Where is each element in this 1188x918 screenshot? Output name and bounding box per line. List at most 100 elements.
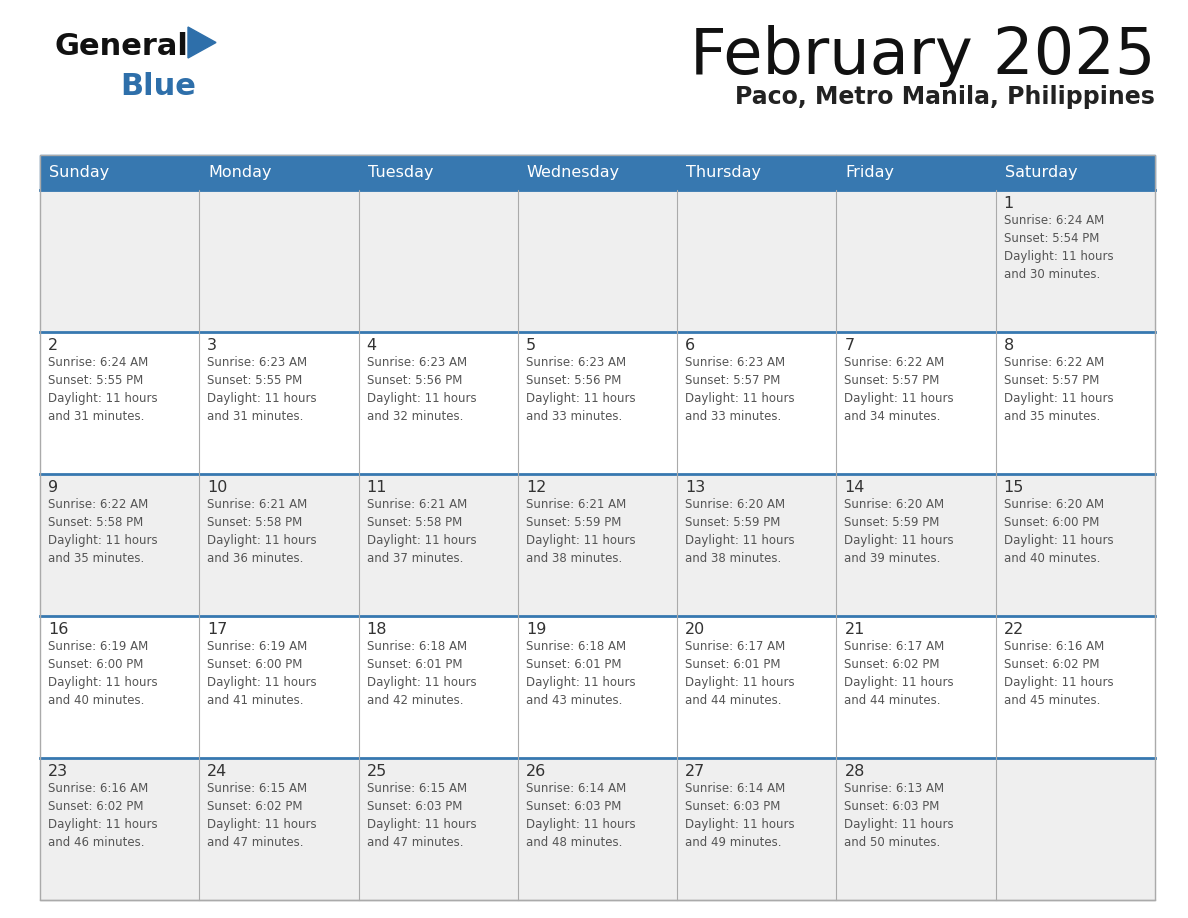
- Bar: [518, 155, 677, 190]
- Text: Sunday: Sunday: [49, 165, 109, 180]
- Text: Sunrise: 6:24 AM
Sunset: 5:54 PM
Daylight: 11 hours
and 30 minutes.: Sunrise: 6:24 AM Sunset: 5:54 PM Dayligh…: [1004, 214, 1113, 281]
- Text: Sunrise: 6:21 AM
Sunset: 5:58 PM
Daylight: 11 hours
and 36 minutes.: Sunrise: 6:21 AM Sunset: 5:58 PM Dayligh…: [207, 498, 317, 565]
- Bar: [836, 155, 996, 190]
- Text: 25: 25: [367, 764, 387, 779]
- Bar: [677, 758, 836, 900]
- Bar: [996, 190, 1155, 332]
- Bar: [359, 474, 518, 616]
- Text: Sunrise: 6:17 AM
Sunset: 6:01 PM
Daylight: 11 hours
and 44 minutes.: Sunrise: 6:17 AM Sunset: 6:01 PM Dayligh…: [685, 640, 795, 707]
- Text: Sunrise: 6:19 AM
Sunset: 6:00 PM
Daylight: 11 hours
and 41 minutes.: Sunrise: 6:19 AM Sunset: 6:00 PM Dayligh…: [207, 640, 317, 707]
- Bar: [40, 190, 200, 332]
- Bar: [200, 758, 359, 900]
- Text: 21: 21: [845, 622, 865, 637]
- Text: Blue: Blue: [120, 72, 196, 101]
- Bar: [359, 758, 518, 900]
- Text: Sunrise: 6:20 AM
Sunset: 5:59 PM
Daylight: 11 hours
and 39 minutes.: Sunrise: 6:20 AM Sunset: 5:59 PM Dayligh…: [845, 498, 954, 565]
- Bar: [40, 332, 200, 474]
- Text: 3: 3: [207, 338, 217, 353]
- Text: Sunrise: 6:23 AM
Sunset: 5:56 PM
Daylight: 11 hours
and 32 minutes.: Sunrise: 6:23 AM Sunset: 5:56 PM Dayligh…: [367, 356, 476, 423]
- Bar: [200, 155, 359, 190]
- Text: Sunrise: 6:15 AM
Sunset: 6:03 PM
Daylight: 11 hours
and 47 minutes.: Sunrise: 6:15 AM Sunset: 6:03 PM Dayligh…: [367, 782, 476, 849]
- Text: 11: 11: [367, 480, 387, 495]
- Text: Sunrise: 6:15 AM
Sunset: 6:02 PM
Daylight: 11 hours
and 47 minutes.: Sunrise: 6:15 AM Sunset: 6:02 PM Dayligh…: [207, 782, 317, 849]
- Text: 6: 6: [685, 338, 695, 353]
- Text: Sunrise: 6:18 AM
Sunset: 6:01 PM
Daylight: 11 hours
and 42 minutes.: Sunrise: 6:18 AM Sunset: 6:01 PM Dayligh…: [367, 640, 476, 707]
- Bar: [200, 332, 359, 474]
- Bar: [677, 190, 836, 332]
- Bar: [518, 190, 677, 332]
- Bar: [836, 616, 996, 758]
- Text: Sunrise: 6:16 AM
Sunset: 6:02 PM
Daylight: 11 hours
and 45 minutes.: Sunrise: 6:16 AM Sunset: 6:02 PM Dayligh…: [1004, 640, 1113, 707]
- Text: Sunrise: 6:20 AM
Sunset: 6:00 PM
Daylight: 11 hours
and 40 minutes.: Sunrise: 6:20 AM Sunset: 6:00 PM Dayligh…: [1004, 498, 1113, 565]
- Text: 24: 24: [207, 764, 228, 779]
- Text: 28: 28: [845, 764, 865, 779]
- Text: 7: 7: [845, 338, 854, 353]
- Text: 26: 26: [526, 764, 546, 779]
- Bar: [359, 155, 518, 190]
- Text: Saturday: Saturday: [1005, 165, 1078, 180]
- Text: Sunrise: 6:14 AM
Sunset: 6:03 PM
Daylight: 11 hours
and 49 minutes.: Sunrise: 6:14 AM Sunset: 6:03 PM Dayligh…: [685, 782, 795, 849]
- Bar: [40, 155, 200, 190]
- Bar: [996, 155, 1155, 190]
- Text: 12: 12: [526, 480, 546, 495]
- Text: 22: 22: [1004, 622, 1024, 637]
- Bar: [836, 332, 996, 474]
- Text: Thursday: Thursday: [687, 165, 762, 180]
- Text: 2: 2: [48, 338, 58, 353]
- Text: Sunrise: 6:17 AM
Sunset: 6:02 PM
Daylight: 11 hours
and 44 minutes.: Sunrise: 6:17 AM Sunset: 6:02 PM Dayligh…: [845, 640, 954, 707]
- Bar: [518, 758, 677, 900]
- Text: 5: 5: [526, 338, 536, 353]
- Text: 15: 15: [1004, 480, 1024, 495]
- Bar: [359, 616, 518, 758]
- Text: Sunrise: 6:23 AM
Sunset: 5:55 PM
Daylight: 11 hours
and 31 minutes.: Sunrise: 6:23 AM Sunset: 5:55 PM Dayligh…: [207, 356, 317, 423]
- Text: 8: 8: [1004, 338, 1015, 353]
- Text: 4: 4: [367, 338, 377, 353]
- Bar: [836, 474, 996, 616]
- Bar: [40, 758, 200, 900]
- Bar: [996, 474, 1155, 616]
- Text: Tuesday: Tuesday: [367, 165, 434, 180]
- Bar: [996, 616, 1155, 758]
- Text: 20: 20: [685, 622, 706, 637]
- Text: 13: 13: [685, 480, 706, 495]
- Text: 1: 1: [1004, 196, 1015, 211]
- Text: 10: 10: [207, 480, 228, 495]
- Text: Paco, Metro Manila, Philippines: Paco, Metro Manila, Philippines: [735, 85, 1155, 109]
- Text: Sunrise: 6:24 AM
Sunset: 5:55 PM
Daylight: 11 hours
and 31 minutes.: Sunrise: 6:24 AM Sunset: 5:55 PM Dayligh…: [48, 356, 158, 423]
- Text: Wednesday: Wednesday: [526, 165, 620, 180]
- Bar: [996, 758, 1155, 900]
- Text: Sunrise: 6:22 AM
Sunset: 5:58 PM
Daylight: 11 hours
and 35 minutes.: Sunrise: 6:22 AM Sunset: 5:58 PM Dayligh…: [48, 498, 158, 565]
- Text: Sunrise: 6:21 AM
Sunset: 5:58 PM
Daylight: 11 hours
and 37 minutes.: Sunrise: 6:21 AM Sunset: 5:58 PM Dayligh…: [367, 498, 476, 565]
- Text: Sunrise: 6:23 AM
Sunset: 5:57 PM
Daylight: 11 hours
and 33 minutes.: Sunrise: 6:23 AM Sunset: 5:57 PM Dayligh…: [685, 356, 795, 423]
- Bar: [200, 474, 359, 616]
- Bar: [359, 332, 518, 474]
- Bar: [677, 616, 836, 758]
- Text: Friday: Friday: [846, 165, 895, 180]
- Bar: [677, 155, 836, 190]
- Text: 14: 14: [845, 480, 865, 495]
- Text: Sunrise: 6:14 AM
Sunset: 6:03 PM
Daylight: 11 hours
and 48 minutes.: Sunrise: 6:14 AM Sunset: 6:03 PM Dayligh…: [526, 782, 636, 849]
- Polygon shape: [188, 27, 216, 58]
- Text: 9: 9: [48, 480, 58, 495]
- Text: 27: 27: [685, 764, 706, 779]
- Text: Monday: Monday: [208, 165, 272, 180]
- Bar: [40, 155, 1155, 900]
- Bar: [518, 474, 677, 616]
- Bar: [40, 616, 200, 758]
- Text: February 2025: February 2025: [689, 25, 1155, 87]
- Bar: [836, 758, 996, 900]
- Text: Sunrise: 6:22 AM
Sunset: 5:57 PM
Daylight: 11 hours
and 35 minutes.: Sunrise: 6:22 AM Sunset: 5:57 PM Dayligh…: [1004, 356, 1113, 423]
- Text: Sunrise: 6:16 AM
Sunset: 6:02 PM
Daylight: 11 hours
and 46 minutes.: Sunrise: 6:16 AM Sunset: 6:02 PM Dayligh…: [48, 782, 158, 849]
- Bar: [200, 616, 359, 758]
- Bar: [677, 332, 836, 474]
- Text: Sunrise: 6:20 AM
Sunset: 5:59 PM
Daylight: 11 hours
and 38 minutes.: Sunrise: 6:20 AM Sunset: 5:59 PM Dayligh…: [685, 498, 795, 565]
- Bar: [996, 332, 1155, 474]
- Text: Sunrise: 6:23 AM
Sunset: 5:56 PM
Daylight: 11 hours
and 33 minutes.: Sunrise: 6:23 AM Sunset: 5:56 PM Dayligh…: [526, 356, 636, 423]
- Bar: [200, 190, 359, 332]
- Text: Sunrise: 6:21 AM
Sunset: 5:59 PM
Daylight: 11 hours
and 38 minutes.: Sunrise: 6:21 AM Sunset: 5:59 PM Dayligh…: [526, 498, 636, 565]
- Text: 19: 19: [526, 622, 546, 637]
- Bar: [40, 474, 200, 616]
- Text: Sunrise: 6:19 AM
Sunset: 6:00 PM
Daylight: 11 hours
and 40 minutes.: Sunrise: 6:19 AM Sunset: 6:00 PM Dayligh…: [48, 640, 158, 707]
- Text: Sunrise: 6:18 AM
Sunset: 6:01 PM
Daylight: 11 hours
and 43 minutes.: Sunrise: 6:18 AM Sunset: 6:01 PM Dayligh…: [526, 640, 636, 707]
- Text: Sunrise: 6:22 AM
Sunset: 5:57 PM
Daylight: 11 hours
and 34 minutes.: Sunrise: 6:22 AM Sunset: 5:57 PM Dayligh…: [845, 356, 954, 423]
